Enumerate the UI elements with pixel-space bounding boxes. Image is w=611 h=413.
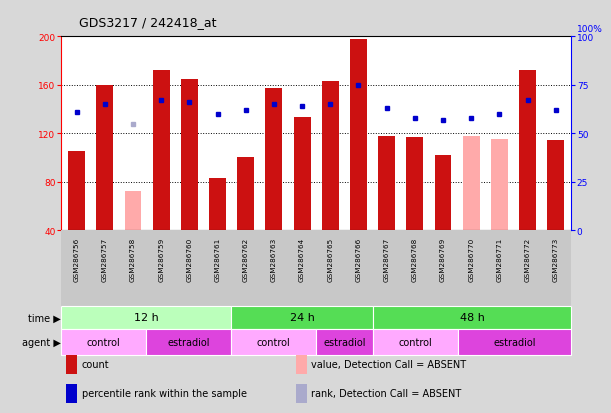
Text: GSM286759: GSM286759 (158, 237, 164, 281)
Text: GSM286756: GSM286756 (73, 237, 79, 281)
Bar (322, 82, 338, 230)
Text: GSM286770: GSM286770 (468, 237, 474, 281)
Text: GSM286757: GSM286757 (102, 237, 108, 281)
Text: control: control (87, 337, 120, 347)
Bar (231, 329, 316, 355)
Bar (373, 329, 458, 355)
Text: count: count (81, 359, 109, 369)
Bar (181, 79, 198, 230)
Text: time ▶: time ▶ (28, 313, 60, 323)
Bar (547, 141, 564, 230)
Bar (434, 156, 452, 230)
Bar (68, 152, 85, 230)
Text: GSM286760: GSM286760 (186, 237, 192, 281)
Text: 24 h: 24 h (290, 313, 315, 323)
Bar (237, 158, 254, 230)
Bar (296, 355, 307, 374)
Text: GSM286758: GSM286758 (130, 237, 136, 281)
Bar (519, 71, 536, 230)
Text: GSM286769: GSM286769 (440, 237, 446, 281)
Bar (463, 136, 480, 230)
Text: GSM286761: GSM286761 (214, 237, 221, 281)
Text: GSM286773: GSM286773 (553, 237, 559, 281)
Bar (153, 71, 170, 230)
Text: rank, Detection Call = ABSENT: rank, Detection Call = ABSENT (311, 388, 461, 398)
Bar (294, 118, 310, 230)
Bar (66, 355, 78, 374)
Bar (350, 40, 367, 230)
Text: percentile rank within the sample: percentile rank within the sample (81, 388, 246, 398)
Bar (316, 329, 373, 355)
Text: GSM286762: GSM286762 (243, 237, 249, 281)
Text: 100%: 100% (577, 26, 602, 34)
Bar (61, 306, 231, 329)
Text: GSM286767: GSM286767 (384, 237, 390, 281)
Bar (209, 179, 226, 230)
Bar (296, 384, 307, 403)
Text: estradiol: estradiol (493, 337, 536, 347)
Text: estradiol: estradiol (323, 337, 366, 347)
Text: GSM286765: GSM286765 (327, 237, 333, 281)
Text: 12 h: 12 h (134, 313, 158, 323)
Bar (406, 138, 423, 230)
Bar (458, 329, 571, 355)
Bar (146, 329, 231, 355)
Text: control: control (257, 337, 291, 347)
Bar (231, 306, 373, 329)
Bar (491, 140, 508, 230)
Text: GSM286763: GSM286763 (271, 237, 277, 281)
Text: agent ▶: agent ▶ (22, 337, 60, 347)
Text: GSM286768: GSM286768 (412, 237, 418, 281)
Bar (265, 89, 282, 230)
Bar (373, 306, 571, 329)
Text: control: control (398, 337, 432, 347)
Text: value, Detection Call = ABSENT: value, Detection Call = ABSENT (311, 359, 466, 369)
Bar (97, 85, 113, 230)
Text: GSM286771: GSM286771 (496, 237, 502, 281)
Bar (125, 192, 141, 230)
Text: GDS3217 / 242418_at: GDS3217 / 242418_at (79, 16, 217, 29)
Text: 48 h: 48 h (459, 313, 485, 323)
Bar (61, 329, 146, 355)
Text: estradiol: estradiol (167, 337, 210, 347)
Bar (66, 384, 78, 403)
Bar (378, 136, 395, 230)
Text: GSM286772: GSM286772 (525, 237, 530, 281)
Text: GSM286766: GSM286766 (356, 237, 362, 281)
Text: GSM286764: GSM286764 (299, 237, 305, 281)
